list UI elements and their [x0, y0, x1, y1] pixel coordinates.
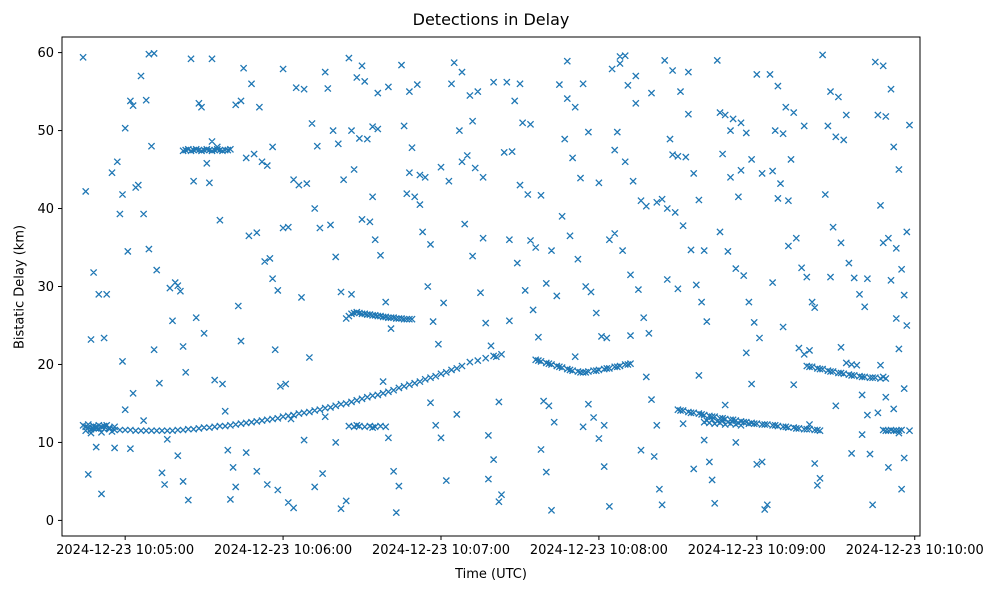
y-tick-label: 50 — [37, 124, 54, 139]
chart-title: Detections in Delay — [412, 10, 570, 29]
x-tick-label: 2024-12-23 10:10:00 — [846, 543, 984, 558]
x-tick-label: 2024-12-23 10:08:00 — [530, 543, 668, 558]
y-tick-label: 0 — [46, 514, 54, 529]
y-tick-label: 30 — [37, 280, 54, 295]
x-axis-label: Time (UTC) — [455, 567, 527, 582]
y-tick-label: 60 — [37, 46, 54, 61]
y-tick-label: 40 — [37, 202, 54, 217]
x-tick-label: 2024-12-23 10:09:00 — [688, 543, 826, 558]
y-tick-label: 20 — [37, 358, 54, 373]
x-tick-label: 2024-12-23 10:07:00 — [372, 543, 510, 558]
y-tick-label: 10 — [37, 436, 54, 451]
axis-ticks: 2024-12-23 10:05:00 2024-12-23 10:06:00 20… — [37, 46, 983, 558]
x-tick-label: 2024-12-23 10:05:00 — [56, 543, 194, 558]
axes-frame — [61, 36, 921, 537]
scatter-markers — [79, 49, 914, 517]
x-tick-label: 2024-12-23 10:06:00 — [214, 543, 352, 558]
